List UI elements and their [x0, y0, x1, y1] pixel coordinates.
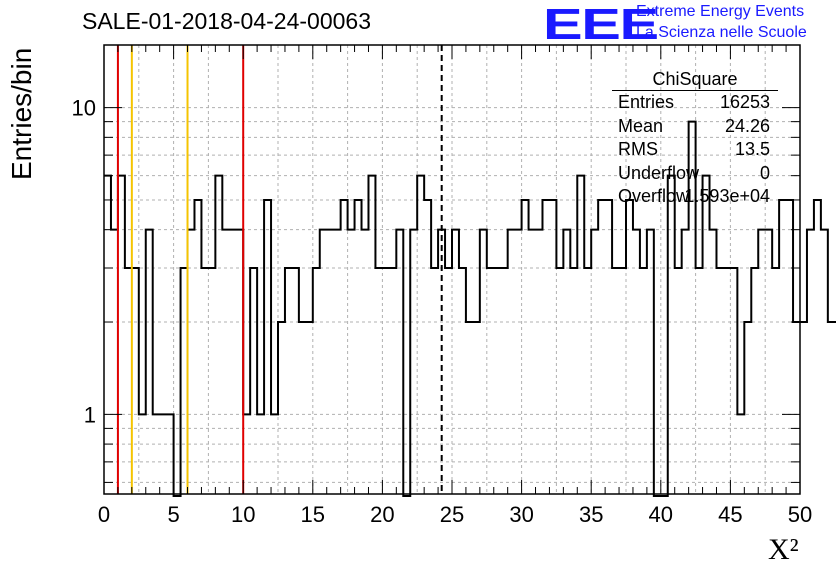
- x-tick-label: 30: [509, 502, 533, 527]
- x-tick-label: 0: [98, 502, 110, 527]
- eee-logo: EEE: [543, 0, 659, 49]
- x-tick-label: 20: [370, 502, 394, 527]
- stats-value: 0: [759, 162, 770, 183]
- histogram-title: SALE-01-2018-04-24-00063: [82, 8, 371, 34]
- stats-row-mean: Mean 24.26: [612, 115, 778, 139]
- x-tick-label: 35: [579, 502, 603, 527]
- x-tick-label: 40: [649, 502, 673, 527]
- x-tick-label: 45: [718, 502, 742, 527]
- stats-value: 16253: [719, 92, 770, 112]
- stats-key: Mean: [618, 115, 664, 136]
- stats-key: Overflow: [618, 186, 690, 206]
- logo-tagline-1: Extreme Energy Events: [636, 3, 805, 20]
- histogram-series: [104, 120, 836, 497]
- stats-row-rms: RMS 13.5: [612, 138, 778, 162]
- stats-box-title: ChiSquare: [612, 68, 778, 91]
- x-tick-label: 10: [231, 502, 255, 527]
- y-tick-label: 10: [72, 96, 96, 121]
- stats-row-overflow: Overflow 1.593e+04: [612, 185, 778, 209]
- y-tick-label: 1: [84, 402, 96, 427]
- x-tick-label: 5: [167, 502, 179, 527]
- y-axis-label: Entries/bin: [6, 47, 37, 180]
- stats-value: 1.593e+04: [684, 186, 770, 206]
- stats-value: 24.26: [724, 115, 770, 136]
- x-axis-label: X²: [768, 533, 799, 566]
- stats-key: Underflow: [618, 162, 700, 183]
- x-tick-label: 50: [788, 502, 812, 527]
- stats-key: Entries: [618, 92, 675, 112]
- x-tick-label: 15: [301, 502, 325, 527]
- stats-box: ChiSquare Entries 16253 Mean 24.26 RMS 1…: [612, 68, 778, 209]
- stats-key: RMS: [618, 139, 658, 159]
- x-tick-label: 25: [440, 502, 464, 527]
- stats-value: 13.5: [734, 139, 770, 159]
- stats-row-underflow: Underflow 0: [612, 162, 778, 186]
- stats-row-entries: Entries 16253: [612, 91, 778, 115]
- logo-tagline-2: La Scienza nelle Scuole: [636, 24, 807, 41]
